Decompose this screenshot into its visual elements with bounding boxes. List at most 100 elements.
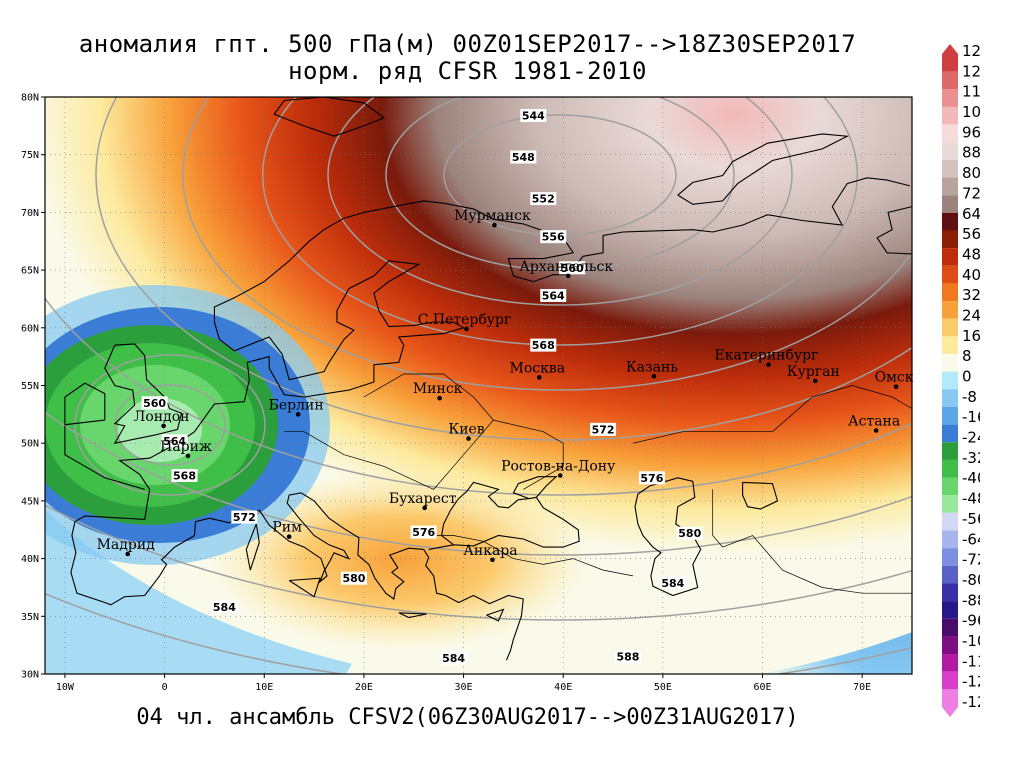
contour-label: 556: [542, 231, 565, 244]
lon-label: 0: [162, 682, 168, 693]
contour-label: 576: [412, 526, 435, 539]
contour-label-box: [559, 261, 586, 275]
city-markers: Мурманск Архангельск С.Петербург Москва Каза…: [97, 208, 914, 563]
border-line: [632, 385, 912, 444]
contour-labels: 544 548 552 556 560 564 568 572 576 576 580 580 584 5…: [141, 108, 703, 665]
legend-label: -112: [962, 652, 980, 670]
contour-label: 576: [640, 472, 663, 485]
city-label: Лондон: [134, 409, 190, 425]
chart-title: аномалия гпт. 500 гПа(м) 00Z01SEP2017-->…: [78, 30, 857, 58]
legend-label: -96: [962, 612, 980, 630]
legend-swatch: [942, 424, 958, 443]
legend-swatch: [942, 248, 958, 266]
ensemble-footer: 04 чл. ансамбль CFSV2(06Z30AUG2017-->00Z…: [136, 705, 799, 730]
legend-swatch: [942, 212, 958, 231]
city-dot: [161, 423, 166, 429]
contour-label: 548: [512, 151, 535, 164]
height-contour: [95, 97, 912, 441]
latitude-axis: 30N 35N 40N 45N 50N 55N 60N 65N 70N 75N 80N: [21, 93, 45, 681]
city-dot: [125, 551, 131, 557]
legend-swatch: [942, 459, 958, 478]
contour-label: 584: [213, 601, 236, 614]
coastline: [742, 481, 779, 510]
coastline: [876, 206, 912, 255]
coastline: [64, 425, 145, 490]
border-line: [284, 373, 494, 490]
legend-swatch: [942, 71, 958, 90]
contour-label: 584: [661, 577, 684, 590]
city-dot: [492, 222, 497, 228]
contour-label: 572: [592, 423, 615, 436]
legend-swatch: [942, 548, 958, 566]
contour-label-box: [676, 526, 703, 540]
legend-swatch: [942, 177, 958, 196]
legend-swatch: [942, 336, 958, 355]
city-label: Архангельск: [519, 259, 613, 275]
legend-label: 104: [962, 103, 980, 121]
legend-swatch: [942, 159, 958, 178]
legend-swatch: [942, 283, 958, 302]
contour-label-box: [540, 230, 567, 244]
legend-label: -40: [962, 469, 980, 487]
city-label: Москва: [509, 360, 565, 376]
legend-label: 72: [962, 184, 980, 202]
contour-label-box: [440, 651, 467, 665]
legend-swatch: [942, 142, 958, 160]
legend-label: 48: [962, 245, 980, 263]
height-contours: [45, 97, 912, 674]
contour-label: 560: [561, 262, 584, 275]
border-line: [712, 489, 912, 594]
lon-label: 50E: [654, 682, 672, 693]
city-label: Астана: [848, 414, 900, 430]
contour-label: 584: [442, 652, 465, 665]
city-label: Ростов-на-Дону: [501, 459, 616, 475]
lon-label: 70E: [853, 682, 871, 693]
city-dot: [651, 373, 657, 379]
contour-label-box: [171, 469, 198, 483]
lat-label: 40N: [21, 554, 39, 565]
contour-label-box: [590, 422, 617, 436]
legend-label: -128: [962, 693, 980, 711]
legend-swatch: [942, 583, 958, 602]
legend-arrow-min: [942, 707, 958, 717]
legend-swatch: [942, 601, 958, 619]
height-contour: [74, 354, 266, 496]
city-label: Мурманск: [454, 208, 531, 224]
city-label: Екатеринбург: [715, 348, 819, 364]
contour-label: 564: [163, 435, 186, 448]
lon-label: 10E: [255, 682, 273, 693]
coastlines: [64, 97, 912, 661]
height-contour: [45, 411, 912, 556]
legend-swatch: [942, 89, 958, 107]
coastline: [70, 492, 524, 661]
lon-label: 20E: [355, 682, 373, 693]
contour-label: 560: [143, 397, 166, 410]
city-dot: [286, 534, 292, 539]
city-dot: [536, 375, 542, 380]
city-dot: [490, 557, 495, 563]
legend-label: -8: [962, 388, 977, 406]
border-line: [423, 535, 634, 577]
city-dot: [295, 412, 301, 417]
legend-swatch: [942, 406, 958, 425]
contour-label: 564: [542, 289, 565, 302]
legend-swatch: [942, 495, 958, 513]
legend-label: -72: [962, 551, 980, 569]
legend-swatch: [942, 530, 958, 549]
coastline: [634, 477, 702, 597]
legend-swatch: [942, 618, 958, 637]
contour-label-box: [614, 650, 641, 664]
contour-label-box: [659, 576, 686, 590]
lon-label: 10W: [56, 682, 75, 693]
city-dot: [437, 395, 442, 401]
legend-label: -88: [962, 591, 980, 609]
legend-label: 16: [962, 327, 980, 345]
legend-swatch: [942, 371, 958, 390]
coastline: [398, 612, 427, 619]
legend-label: 88: [962, 144, 980, 162]
city-dot: [873, 428, 879, 433]
legend-label: 128: [962, 42, 980, 60]
contour-label-box: [530, 338, 557, 352]
lat-label: 65N: [21, 266, 39, 277]
city-dot: [464, 326, 469, 332]
